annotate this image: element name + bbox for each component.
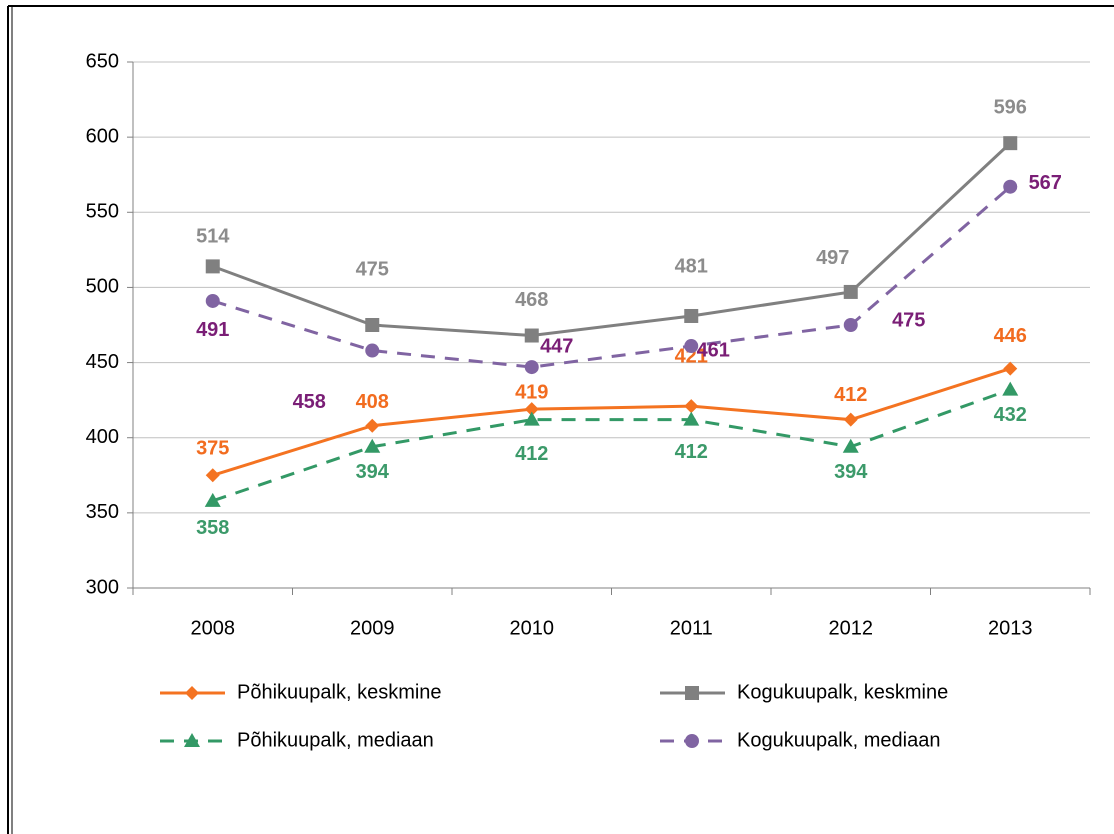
series-line [212,388,1011,503]
data-label: 447 [540,335,573,357]
point-marker [205,468,220,483]
series-line [212,185,1012,369]
y-tick-label: 300 [86,576,119,598]
data-label: 475 [892,309,925,331]
data-label: 394 [834,461,868,483]
point-marker [524,402,539,417]
point-marker [524,328,539,343]
point-marker [1003,361,1018,376]
data-label: 412 [675,441,708,463]
series-line [212,367,1011,477]
point-marker [1003,136,1018,151]
data-label: 461 [697,339,730,361]
x-tick-label: 2010 [510,617,555,639]
point-marker [843,284,858,299]
point-marker [683,411,700,426]
y-tick-label: 450 [86,351,119,373]
y-tick-label: 550 [86,201,119,223]
data-label: 491 [196,319,229,341]
data-label: 421 [675,345,708,367]
data-label: 375 [196,438,229,460]
x-tick-label: 2008 [191,617,236,639]
data-label: 358 [196,517,229,539]
point-marker [365,318,380,332]
point-marker [524,360,539,375]
data-label: 458 [293,391,326,413]
x-tick-label: 2012 [829,617,874,639]
point-marker [204,492,221,507]
point-marker [843,412,858,427]
point-marker [1002,381,1019,396]
data-label: 481 [675,255,708,277]
point-marker [1003,179,1018,194]
point-marker [684,339,699,354]
point-marker [842,438,859,453]
legend-marker [685,686,699,700]
data-label: 475 [356,258,389,280]
legend-label: Kogukuupalk, keskmine [737,681,948,703]
data-label: 497 [816,247,849,269]
y-tick-label: 400 [86,426,119,448]
data-label: 412 [515,443,548,465]
data-label: 446 [994,325,1027,347]
x-tick-label: 2011 [670,617,713,639]
point-marker [205,293,220,308]
data-label: 514 [196,226,230,248]
legend-marker [184,733,200,747]
data-label: 468 [515,289,548,311]
point-marker [365,343,380,358]
point-marker [843,318,858,332]
data-label: 596 [994,96,1027,118]
series-line [212,142,1012,338]
y-tick-label: 350 [86,501,119,523]
y-tick-label: 600 [86,125,119,147]
legend-label: Kogukuupalk, mediaan [737,729,940,751]
data-label: 419 [515,381,548,403]
y-tick-label: 650 [86,50,119,72]
legend-label: Põhikuupalk, keskmine [237,681,442,703]
point-marker [205,259,220,274]
point-marker [365,418,380,433]
data-label: 432 [994,404,1027,426]
data-label: 412 [834,384,867,406]
data-label: 567 [1029,172,1062,194]
point-marker [684,399,699,414]
data-label: 408 [356,391,389,413]
x-tick-label: 2013 [988,617,1033,639]
point-marker [684,308,699,323]
legend-label: Põhikuupalk, mediaan [237,729,434,751]
data-label: 394 [356,461,390,483]
x-tick-label: 2009 [350,617,395,639]
legend-marker [685,734,699,748]
point-marker [364,438,381,453]
y-tick-label: 500 [86,276,119,298]
point-marker [523,411,540,426]
legend-marker [185,686,199,700]
